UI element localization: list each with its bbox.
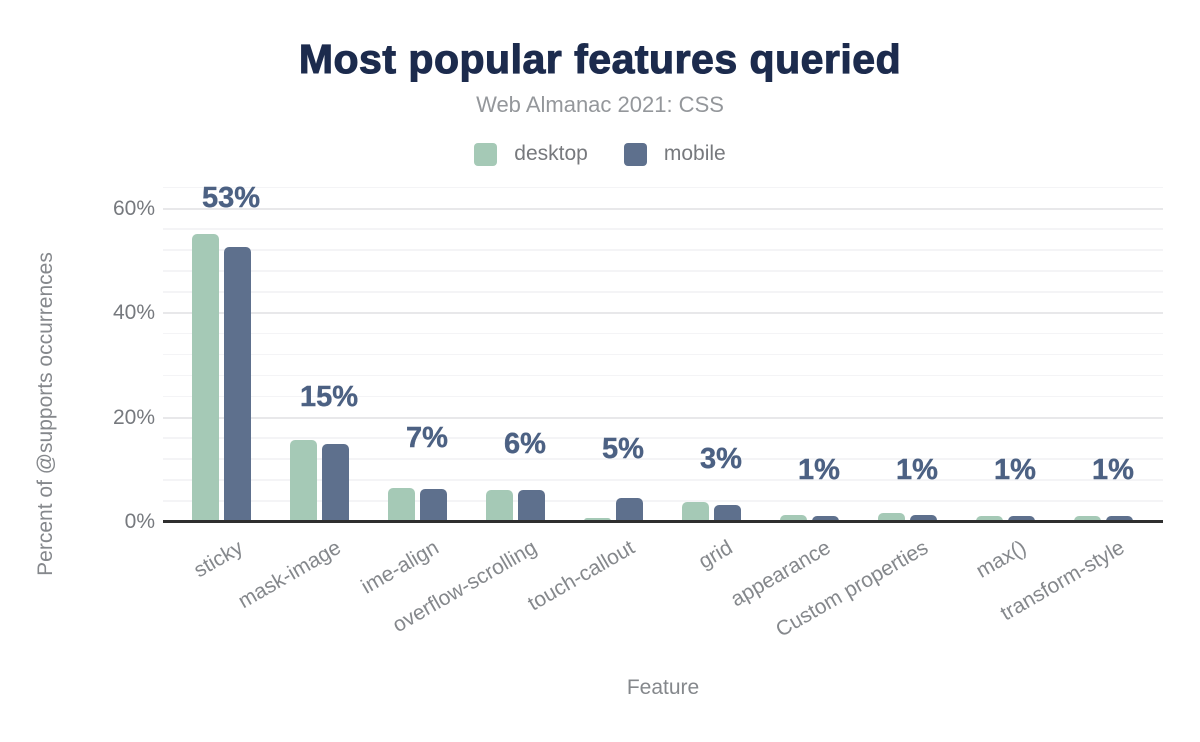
- legend-swatch-desktop: [474, 142, 498, 166]
- bar-desktop-appearance: [779, 515, 807, 521]
- bar-mobile-sticky: [223, 246, 251, 521]
- bar-mobile-max-: [1007, 516, 1035, 521]
- legend-item-mobile: mobile: [623, 142, 726, 166]
- minor-gridline: [163, 249, 1163, 251]
- bar-value-label: 1%: [798, 453, 840, 486]
- bar-value-label: 53%: [201, 182, 261, 215]
- y-tick-label: 0%: [124, 510, 155, 533]
- chart-subtitle: Web Almanac 2021: CSS: [476, 92, 724, 117]
- bar-desktop-mask-image: [289, 440, 317, 521]
- minor-gridline: [163, 500, 1163, 502]
- bar-value-label: 7%: [406, 422, 448, 455]
- major-gridline: [163, 207, 1163, 210]
- legend-swatch-mobile: [623, 142, 647, 166]
- minor-gridline: [163, 332, 1163, 335]
- x-axis-title: Feature: [626, 676, 700, 699]
- x-category-label: mask-image: [233, 536, 345, 614]
- bar-value-label: 6%: [504, 427, 546, 460]
- bar-desktop-transform-style: [1073, 516, 1101, 521]
- bar-mobile-ime-align: [419, 488, 447, 521]
- bar-value-label: 1%: [994, 453, 1036, 486]
- minor-gridline: [163, 374, 1163, 377]
- minor-gridline: [163, 228, 1163, 230]
- y-tick-label: 40%: [112, 301, 155, 324]
- chart-title: Most popular features queried: [298, 35, 902, 82]
- major-gridline: [163, 312, 1163, 314]
- bar-mobile-touch-callout: [615, 498, 643, 521]
- bar-desktop-ime-align: [387, 487, 415, 521]
- legend: desktop mobile: [0, 142, 1200, 166]
- x-axis-line: [163, 520, 1163, 523]
- y-tick-label: 20%: [112, 405, 155, 429]
- x-category-label: sticky: [189, 536, 247, 583]
- minor-gridline: [163, 479, 1163, 481]
- minor-gridline: [163, 437, 1163, 439]
- x-category-label: grid: [694, 536, 737, 574]
- x-category-label: max(): [972, 536, 1031, 583]
- minor-gridline: [163, 186, 1163, 189]
- major-gridline: [163, 416, 1163, 419]
- bar-mobile-appearance: [811, 515, 839, 521]
- x-category-label: touch-callout: [523, 536, 639, 616]
- legend-label-desktop: desktop: [514, 142, 588, 165]
- bar-desktop-grid: [681, 501, 709, 521]
- bar-value-label: 5%: [602, 432, 644, 465]
- minor-gridline: [163, 353, 1163, 356]
- minor-gridline: [163, 291, 1163, 293]
- bar-desktop-sticky: [191, 233, 219, 521]
- bar-desktop-touch-callout: [583, 518, 611, 521]
- bar-desktop-max-: [975, 516, 1003, 521]
- minor-gridline: [163, 395, 1163, 398]
- bar-desktop-overflow-scrolling: [485, 489, 513, 521]
- bar-mobile-mask-image: [321, 444, 349, 521]
- bar-mobile-transform-style: [1105, 516, 1133, 521]
- minor-gridline: [163, 270, 1163, 272]
- y-axis-title: Percent of @supports occurrences: [34, 252, 57, 576]
- legend-label-mobile: mobile: [663, 142, 726, 165]
- bar-mobile-grid: [713, 505, 741, 521]
- bar-value-label: 15%: [299, 380, 359, 413]
- bar-mobile-custom-properties: [909, 515, 937, 521]
- bar-mobile-overflow-scrolling: [517, 490, 545, 521]
- y-tick-label: 60%: [112, 196, 155, 220]
- bar-value-label: 1%: [896, 453, 938, 486]
- bar-value-label: 1%: [1092, 453, 1134, 486]
- legend-item-desktop: desktop: [474, 142, 588, 166]
- x-category-label: ime-align: [357, 536, 443, 599]
- bar-desktop-custom-properties: [877, 513, 905, 521]
- minor-gridline: [163, 458, 1163, 460]
- bar-value-label: 3%: [700, 443, 742, 476]
